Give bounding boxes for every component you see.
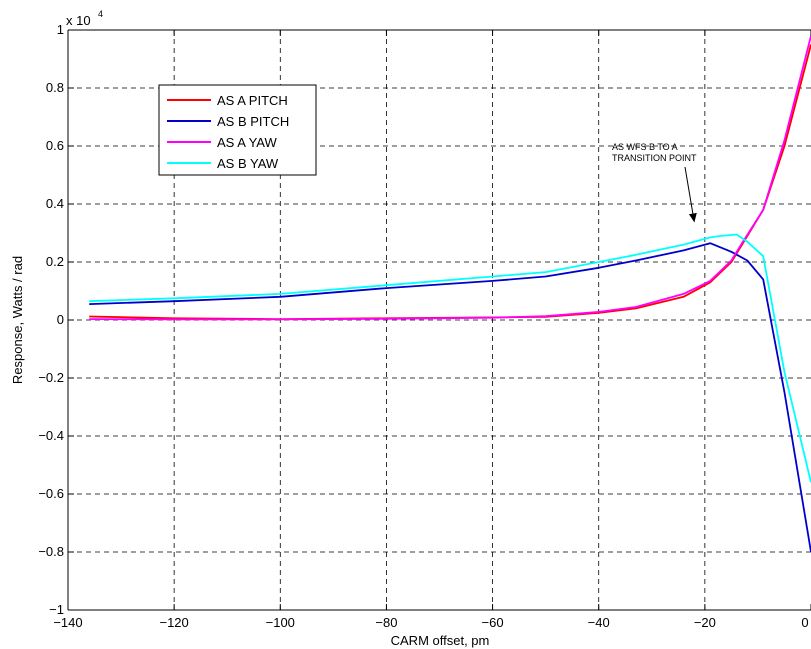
- series-line-as-b-pitch: [89, 242, 811, 553]
- y-tick-label: −1: [49, 602, 64, 617]
- annotation-line-1: AS WFS B TO A: [612, 142, 678, 152]
- legend-label: AS B YAW: [217, 156, 279, 171]
- x-tick-label: −140: [53, 615, 82, 630]
- legend-label: AS A YAW: [217, 135, 277, 150]
- series-line-as-b-yaw: [89, 233, 811, 483]
- y-axis-label: Response, Watts / rad: [10, 256, 25, 384]
- annotation: AS WFS B TO A TRANSITION POINT: [612, 142, 697, 223]
- x-tick-label: −60: [482, 615, 504, 630]
- x-tick-label: −120: [159, 615, 188, 630]
- y-tick-label: −0.2: [38, 370, 64, 385]
- y-tick-label: 1: [57, 22, 64, 37]
- tick-labels: −140 −120 −100 −80 −60 −40 −20 0 −1 −0.8 −0.6 −0.4 −…: [38, 22, 808, 630]
- annotation-line-2: TRANSITION POINT: [612, 153, 697, 163]
- y-scale-exponent: 4: [98, 9, 103, 19]
- y-tick-label: 0.6: [46, 138, 64, 153]
- series-line-as-a-yaw: [89, 35, 811, 321]
- y-tick-label: 0.4: [46, 196, 64, 211]
- y-tick-label: 0.8: [46, 80, 64, 95]
- ticks: [67, 29, 811, 611]
- y-tick-label: 0: [57, 312, 64, 327]
- x-tick-label: −100: [266, 615, 295, 630]
- annotation-arrow: [684, 166, 697, 223]
- y-tick-label: −0.6: [38, 486, 64, 501]
- y-scale-label: x 10: [66, 13, 91, 28]
- series-layer: [89, 35, 811, 553]
- x-tick-label: −20: [694, 615, 716, 630]
- legend-label: AS A PITCH: [217, 93, 288, 108]
- x-tick-label: 0: [801, 615, 808, 630]
- y-tick-label: −0.4: [38, 428, 64, 443]
- legend-label: AS B PITCH: [217, 114, 289, 129]
- x-tick-label: −40: [588, 615, 610, 630]
- legend: AS A PITCH AS B PITCH AS A YAW AS B YAW: [158, 84, 317, 176]
- y-tick-label: 0.2: [46, 254, 64, 269]
- y-tick-label: −0.8: [38, 544, 64, 559]
- x-axis-label: CARM offset, pm: [391, 633, 490, 648]
- x-tick-label: −80: [375, 615, 397, 630]
